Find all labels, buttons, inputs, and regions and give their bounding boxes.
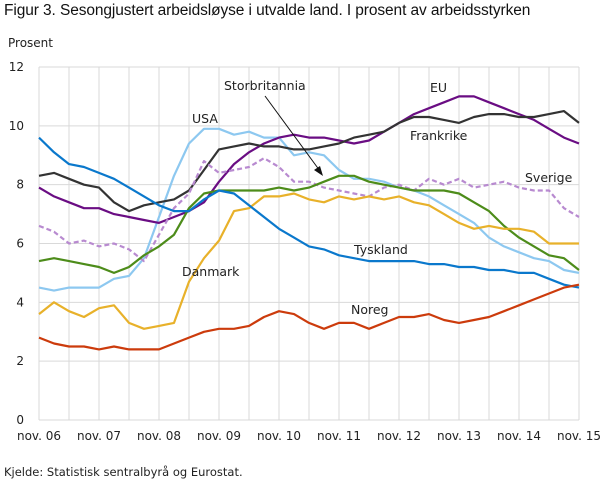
- x-tick-label: nov. 09: [197, 429, 241, 443]
- series-line-usa: [38, 127, 580, 292]
- y-tick-label: 4: [16, 295, 24, 309]
- series-line-storbritannia: [38, 174, 580, 274]
- label-usa: USA: [192, 111, 218, 126]
- y-tick-label: 10: [9, 119, 24, 133]
- label-storbritannia: Storbritannia: [224, 78, 306, 93]
- label-sverige: Sverige: [525, 170, 573, 185]
- label-frankrike: Frankrike: [410, 128, 468, 143]
- source-note: Kjelde: Statistisk sentralbyrå og Eurost…: [4, 465, 243, 479]
- y-tick-label: 8: [16, 178, 24, 192]
- series-annotations: USA Storbritannia EU Frankrike Sverige T…: [182, 78, 573, 317]
- x-tick-label: nov. 08: [137, 429, 181, 443]
- y-tick-label: 12: [9, 60, 24, 74]
- y-tick-label: 0: [16, 413, 24, 427]
- grid-lines: [38, 66, 580, 421]
- x-tick-label: nov. 10: [257, 429, 301, 443]
- x-tick-label: nov. 14: [497, 429, 541, 443]
- storbritannia-arrow: [264, 95, 321, 172]
- series-line-noreg: [38, 283, 580, 351]
- label-noreg: Noreg: [351, 302, 389, 317]
- label-eu: EU: [430, 80, 447, 95]
- series-lines: [38, 95, 580, 351]
- x-tick-label: nov. 13: [437, 429, 481, 443]
- label-danmark: Danmark: [182, 264, 240, 279]
- y-tick-label: 2: [16, 354, 24, 368]
- y-tick-label: 6: [16, 237, 24, 251]
- series-line-eu: [38, 95, 580, 224]
- x-axis-ticks: nov. 06 nov. 07 nov. 08 nov. 09 nov. 10 nov. …: [17, 429, 601, 443]
- series-line-tyskland: [38, 136, 580, 289]
- chart-title: Figur 3. Sesongjustert arbeidsløyse i ut…: [4, 2, 531, 19]
- x-tick-label: nov. 12: [377, 429, 421, 443]
- arrow-head: [314, 166, 323, 176]
- x-tick-label: nov. 15: [557, 429, 601, 443]
- y-axis-label: Prosent: [8, 36, 53, 50]
- y-axis-ticks: 0 2 4 6 8 10 12: [9, 60, 24, 427]
- series-line-frankrike: [38, 109, 580, 213]
- series-line-sverige: [38, 157, 580, 263]
- x-tick-label: nov. 11: [317, 429, 361, 443]
- label-tyskland: Tyskland: [353, 242, 408, 257]
- x-tick-label: nov. 07: [77, 429, 121, 443]
- series-line-danmark: [38, 192, 579, 330]
- x-tick-label: nov. 06: [17, 429, 61, 443]
